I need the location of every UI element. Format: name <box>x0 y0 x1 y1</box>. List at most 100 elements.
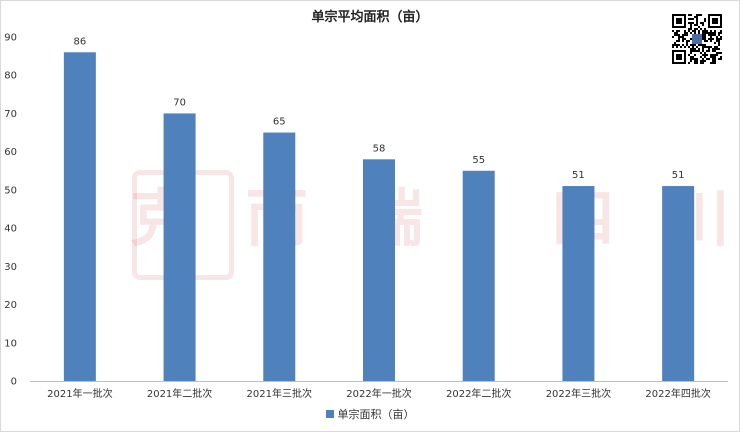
qr-module <box>714 48 716 50</box>
qr-module <box>712 60 714 62</box>
qr-module <box>688 62 690 64</box>
qr-module <box>706 32 708 34</box>
qr-module <box>678 36 680 38</box>
qr-module <box>718 44 720 46</box>
qr-module <box>700 44 702 46</box>
qr-module <box>706 54 708 56</box>
qr-logo <box>692 34 702 44</box>
x-tick-label: 2022年二批次 <box>446 387 511 400</box>
qr-module <box>702 54 704 56</box>
qr-module <box>694 16 696 18</box>
qr-module <box>702 60 704 62</box>
qr-module <box>708 48 710 50</box>
qr-module <box>700 14 702 16</box>
y-tick-label: 20 <box>4 300 17 311</box>
qr-module <box>682 38 684 40</box>
qr-module <box>702 34 704 36</box>
qr-module <box>696 14 698 16</box>
qr-module <box>704 52 706 54</box>
qr-module <box>702 62 704 64</box>
qr-module <box>702 46 704 48</box>
bars <box>63 52 695 382</box>
qr-module <box>720 52 722 54</box>
qr-module <box>674 42 676 44</box>
qr-module <box>720 56 722 58</box>
bar <box>562 186 595 381</box>
qr-module <box>704 20 706 22</box>
qr-module <box>674 34 676 36</box>
qr-module <box>714 46 716 48</box>
qr-code-graphic <box>672 14 722 64</box>
y-tick-label: 0 <box>11 377 17 388</box>
qr-module <box>700 52 702 54</box>
qr-module <box>704 28 706 30</box>
qr-module <box>706 46 708 48</box>
qr-module <box>688 54 690 56</box>
qr-module <box>710 54 712 56</box>
bar <box>662 186 695 381</box>
qr-module <box>672 30 674 32</box>
qr-module <box>704 56 706 58</box>
qr-module <box>712 48 714 50</box>
qr-module <box>692 46 694 48</box>
qr-module <box>706 40 708 42</box>
qr-module <box>690 52 692 54</box>
qr-module <box>710 34 712 36</box>
qr-module <box>694 54 696 56</box>
data-label: 58 <box>373 143 386 154</box>
bar <box>263 132 296 381</box>
qr-module <box>696 60 698 62</box>
y-tick-label: 90 <box>4 33 17 44</box>
qr-module <box>672 46 674 48</box>
qr-module <box>710 38 712 40</box>
qr-module <box>716 54 718 56</box>
qr-module <box>690 28 692 30</box>
qr-module <box>704 46 706 48</box>
qr-module <box>678 30 680 32</box>
data-label: 55 <box>472 155 485 166</box>
qr-module <box>694 30 696 32</box>
qr-module <box>712 54 714 56</box>
qr-module <box>710 36 712 38</box>
qr-module <box>698 14 700 16</box>
y-axis: 0 10 20 30 40 50 60 70 80 90 <box>4 33 17 388</box>
qr-module <box>712 32 714 34</box>
qr-module <box>680 36 682 38</box>
qr-module <box>684 46 686 48</box>
qr-module <box>676 40 678 42</box>
legend-label: 单宗面积（亩） <box>337 408 415 421</box>
qr-module <box>702 36 704 38</box>
qr-module <box>676 46 678 48</box>
qr-module <box>690 26 692 28</box>
qr-module <box>698 32 700 34</box>
x-tick-label: 2021年三批次 <box>247 387 312 400</box>
qr-module <box>712 62 714 64</box>
qr-module <box>696 28 698 30</box>
qr-module <box>712 50 714 52</box>
qr-module <box>690 50 692 52</box>
qr-module <box>692 56 694 58</box>
qr-module <box>678 40 680 42</box>
qr-module <box>688 28 690 30</box>
qr-module <box>702 24 704 26</box>
qr-module <box>688 22 690 24</box>
qr-module <box>702 38 704 40</box>
qr-module <box>704 54 706 56</box>
qr-module <box>674 32 676 34</box>
bar <box>462 170 495 381</box>
qr-module <box>692 22 694 24</box>
data-labels: 86 70 65 58 55 51 51 <box>73 36 684 181</box>
qr-module <box>714 42 716 44</box>
qr-code-icon <box>672 14 722 64</box>
qr-module <box>718 42 720 44</box>
qr-module <box>678 34 680 36</box>
qr-module <box>702 22 704 24</box>
qr-module <box>690 44 692 46</box>
qr-module <box>720 30 722 32</box>
qr-module <box>710 56 712 58</box>
bar <box>63 52 96 382</box>
bar <box>363 159 395 381</box>
qr-module <box>716 48 718 50</box>
qr-module <box>704 38 706 40</box>
qr-module <box>692 50 694 52</box>
